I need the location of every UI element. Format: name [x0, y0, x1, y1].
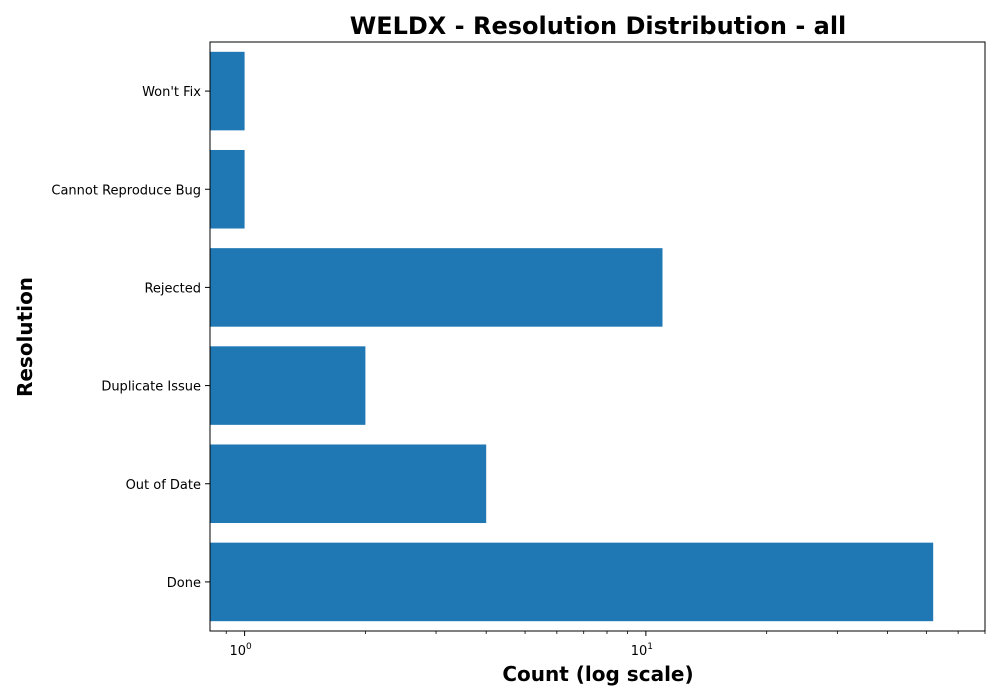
bar-out-of-date: [210, 444, 487, 524]
y-tick-label: Done: [167, 576, 201, 591]
bar-cannot-reproduce-bug: [210, 149, 245, 229]
y-tick-label: Out of Date: [126, 478, 201, 493]
bar-rejected: [210, 248, 663, 327]
plot-frame: [209, 41, 986, 632]
x-tick-label: 101: [631, 642, 653, 659]
y-tick-label: Duplicate Issue: [101, 380, 201, 395]
y-tick-label: Cannot Reproduce Bug: [51, 183, 201, 198]
bar-done: [210, 542, 934, 622]
y-axis-ticks: Done Out of Date Duplicate Issue Rejected Ca…: [51, 85, 210, 591]
bars-layer: [210, 51, 934, 622]
chart-title: WELDX - Resolution Distribution - all: [350, 12, 847, 40]
y-tick-label: Rejected: [144, 281, 201, 296]
y-tick-label: Won't Fix: [142, 85, 201, 100]
y-axis-title: Resolution: [13, 277, 37, 397]
bar-won-t-fix: [210, 51, 245, 131]
x-tick-label: 100: [229, 642, 252, 659]
bar-duplicate-issue: [210, 346, 366, 425]
x-axis-title: Count (log scale): [502, 662, 693, 686]
x-axis-ticks: 100 101: [225, 631, 986, 659]
